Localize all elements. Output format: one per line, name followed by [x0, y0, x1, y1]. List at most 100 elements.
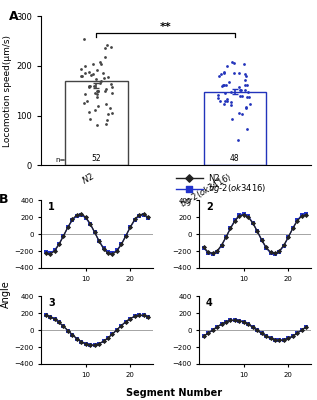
Point — [259, 330, 264, 337]
Point — [83, 91, 88, 97]
Point — [94, 91, 100, 97]
Point — [259, 237, 264, 243]
Point — [91, 60, 96, 67]
Point — [92, 229, 97, 236]
Point — [146, 214, 151, 220]
Point — [97, 340, 102, 347]
Point — [244, 94, 249, 101]
Point — [48, 314, 53, 320]
Point — [43, 312, 48, 318]
Point — [128, 224, 133, 230]
Point — [281, 242, 287, 248]
Point — [286, 234, 291, 240]
Point — [48, 250, 53, 256]
Point — [87, 116, 93, 122]
Point — [137, 312, 142, 318]
Point — [146, 215, 151, 221]
Point — [52, 247, 57, 253]
Point — [228, 98, 233, 105]
Point — [241, 319, 246, 325]
Y-axis label: Locomotion speed(μm/s): Locomotion speed(μm/s) — [3, 35, 12, 147]
Point — [246, 94, 251, 100]
Point — [304, 324, 309, 330]
Point — [225, 98, 230, 104]
Point — [101, 246, 106, 252]
Point — [228, 225, 233, 231]
Point — [222, 69, 227, 75]
Point — [74, 336, 79, 342]
Point — [101, 245, 106, 251]
Point — [201, 333, 206, 339]
Point — [219, 321, 224, 327]
Point — [299, 213, 304, 219]
Point — [232, 218, 237, 224]
Point — [137, 212, 142, 219]
Point — [216, 92, 221, 98]
Point — [101, 338, 106, 344]
Point — [132, 216, 137, 223]
Point — [219, 242, 224, 249]
Point — [98, 59, 103, 66]
Point — [223, 319, 229, 325]
Point — [83, 341, 88, 347]
Point — [88, 342, 93, 348]
Point — [223, 98, 228, 105]
Point — [238, 87, 243, 93]
Point — [114, 248, 120, 254]
Point — [106, 74, 111, 80]
Point — [80, 73, 85, 80]
Point — [250, 324, 255, 330]
Point — [97, 340, 102, 347]
Point — [268, 250, 273, 256]
Point — [92, 90, 97, 96]
Point — [295, 218, 300, 224]
Point — [201, 245, 206, 251]
Point — [217, 73, 222, 79]
Point — [246, 213, 251, 220]
Point — [132, 313, 137, 320]
Point — [92, 342, 97, 348]
Text: Angle: Angle — [1, 280, 11, 308]
Point — [290, 225, 295, 231]
Point — [228, 317, 233, 324]
Point — [128, 315, 133, 322]
Point — [114, 247, 120, 253]
Point — [281, 336, 287, 343]
Point — [245, 89, 250, 96]
Point — [221, 82, 226, 88]
Point — [215, 324, 220, 330]
Text: **: ** — [160, 22, 171, 32]
Point — [232, 317, 237, 323]
Point — [229, 102, 234, 108]
Point — [119, 241, 124, 248]
Point — [95, 103, 100, 110]
Point — [210, 327, 215, 333]
Point — [114, 326, 120, 333]
Point — [218, 71, 223, 77]
Point — [70, 332, 75, 338]
Point — [70, 332, 75, 338]
Point — [230, 59, 235, 65]
Point — [299, 327, 304, 333]
Point — [105, 42, 110, 48]
Point — [87, 69, 92, 76]
Point — [281, 242, 287, 249]
Point — [219, 242, 224, 248]
Point — [74, 212, 79, 218]
Point — [299, 212, 304, 218]
Point — [230, 116, 235, 122]
Point — [255, 327, 260, 334]
Point — [95, 121, 100, 128]
Point — [110, 331, 115, 337]
Point — [97, 238, 102, 244]
Point — [43, 250, 48, 256]
Point — [206, 330, 211, 336]
Point — [119, 241, 124, 247]
Point — [264, 333, 269, 340]
Text: Segment Number: Segment Number — [126, 388, 223, 398]
Point — [79, 211, 84, 217]
Point — [91, 70, 96, 77]
Point — [61, 323, 66, 330]
Point — [219, 83, 224, 89]
Point — [304, 212, 309, 218]
